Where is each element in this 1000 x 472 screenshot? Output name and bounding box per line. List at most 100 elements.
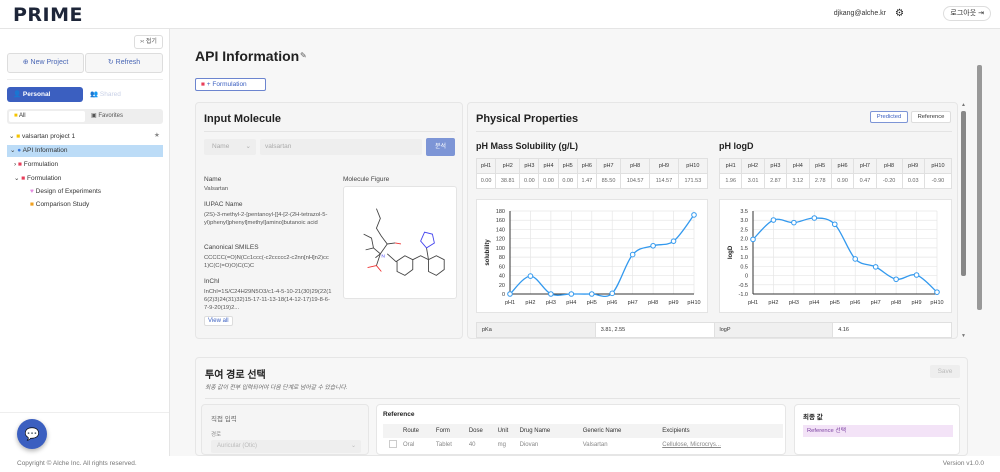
scroll-down-icon[interactable]: ▼ [961,333,966,339]
search-type-select[interactable]: Name ⌄ [204,139,256,155]
route-select[interactable]: Auricular (Otic) ⌄ [211,440,361,453]
data-point [770,217,777,223]
y-tick-label: 100 [496,246,505,252]
final-value-card: 최종 값 Reference 선택 [794,404,960,455]
y-tick-label: 40 [499,274,505,280]
gear-icon[interactable]: ⚙ [895,8,904,19]
data-point [872,264,879,270]
scrollbar-thumb[interactable] [961,111,966,276]
section-subtitle: 최종 값이 전부 입력되어야 다음 단계로 넘어갈 수 있습니다. [205,385,348,391]
divider [7,79,163,80]
tree-item-formulation[interactable]: ⌄ ■ Formulation [14,175,62,182]
column-header: pH5 [808,158,832,174]
tree-item-formulation[interactable]: › ■ Formulation [14,161,59,168]
cell-value: 40 [468,442,476,448]
logout-label: 로그아웃 [950,10,977,17]
data-point [629,251,636,258]
molecule-figure: N [343,186,457,299]
data-point [527,273,534,279]
cell-value: Diovan [519,442,539,448]
column-header: pH1 [475,158,497,174]
column-header: Form [435,424,469,438]
table-row: 1.96 3.01 2.87 3.12 2.78 0.90 0.47 -0.20 0.03 -0.… [718,173,953,189]
y-tick-label: 0 [745,274,748,280]
pka-logp-table: pKa 3.81, 2.55 logP 4.16 [476,322,952,338]
folder-icon: ■ [14,113,18,119]
route-label: 경로 [211,432,222,438]
new-project-button[interactable]: ⊕ New Project [7,53,84,73]
filter-favorites[interactable]: ▣ Favorites [91,113,124,119]
cell-value: 2.87 [763,173,788,189]
view-all-button[interactable]: View all [204,316,233,326]
reference-toggle[interactable]: Reference [911,111,951,123]
tab-shared[interactable]: 👥 Shared [90,91,121,98]
x-tick-label: pH5 [587,300,597,306]
edit-icon[interactable]: ✎ [300,51,307,60]
logp-label: logP [713,322,834,338]
data-point [791,219,797,226]
top-header: PRIME djkang@alche.kr ⚙ 로그아웃 ⇥ [0,0,1000,29]
x-tick-label: pH3 [789,300,799,306]
prime-logo[interactable]: PRIME [13,4,84,26]
data-point [507,291,513,297]
y-tick-label: 160 [496,218,505,224]
filter-all[interactable]: ■ All [9,111,85,122]
x-tick-label: pH2 [768,300,778,306]
analyze-button[interactable]: 분석 [426,138,455,156]
y-tick-label: 0 [502,292,505,298]
page-title: API Information [195,48,300,64]
molecule-input[interactable]: valsartan [260,139,422,155]
chevron-down-icon: ⌄ [350,443,356,449]
cell-value: 1.47 [576,173,597,189]
column-header: pH2 [741,158,765,174]
save-button[interactable]: Save [930,365,960,378]
cell-value: Oral [403,442,415,448]
chat-button[interactable]: 💬 [17,419,47,449]
scrollbar[interactable]: ▲ ▼ [961,102,967,339]
data-point [811,215,818,221]
cell-value: -0.90 [923,173,953,189]
cell-value: 3.12 [786,173,810,189]
tree-item-comparison[interactable]: ■ Comparison Study [30,201,89,208]
column-header: Excipients [662,424,783,438]
table-row[interactable]: Oral Tablet 40 mg Diovan Valsartan Cellulose, … [383,438,783,452]
y-axis-label: logD [728,245,734,259]
reference-table: Route Form Dose Unit Drug Name Generic Name Ex… [383,424,783,452]
solubility-chart: 0 20 40 60 80 100 120 140 160 180 pH1 pH2 pH3 pH4 pH5 p… [476,199,708,313]
smiles-label: Canonical SMILES [204,244,259,251]
page-scrollbar-thumb[interactable] [977,65,982,310]
page-scrollbar[interactable] [976,37,983,447]
tree-item-api-information[interactable]: ⌄ ● API Information [7,145,163,157]
chat-icon: 💬 [24,427,40,441]
collapse-button[interactable]: ›‹ 접기 [134,35,163,49]
scroll-up-icon[interactable]: ▲ [961,102,966,108]
tree-item-doe[interactable]: ♥ Design of Experiments [30,188,101,195]
logout-button[interactable]: 로그아웃 ⇥ [943,6,991,21]
series-line [509,214,695,298]
version: Version v1.0.0 [942,460,984,467]
user-email: djkang@alche.kr [833,10,886,17]
tab-personal[interactable]: 👤 Personal [7,87,83,102]
filter-favorites-label: Favorites [98,113,124,119]
table-row: 0.00 38.81 0.00 0.00 0.00 1.47 85.50 104.57 114.… [475,173,709,189]
predicted-toggle[interactable]: Predicted [870,111,908,123]
add-formulation-button[interactable]: ■ + Formulation [195,78,266,91]
data-point [852,256,859,262]
column-header: pH4 [538,158,559,174]
column-header: pH8 [875,158,903,174]
cell-value: 3.01 [741,173,765,189]
cell-value: 1.96 [718,173,743,189]
star-icon[interactable]: ★ [154,132,160,139]
column-header: pH7 [595,158,622,174]
row-checkbox[interactable] [389,440,397,448]
card-title: 최종 값 [803,414,823,421]
solubility-title: pH Mass Solubility (g/L) [476,141,579,151]
tree-item-project[interactable]: ⌄ ■ valsartan project 1 [9,133,76,140]
logd-title: pH logD [719,141,754,151]
divider [476,131,952,132]
cell-value[interactable]: Cellulose, Microcrys... [662,442,721,448]
reference-select-badge[interactable]: Reference 선택 [803,425,953,437]
divider [205,398,960,399]
refresh-button[interactable]: ↻ Refresh [85,53,163,73]
cell-value: 104.57 [620,173,651,189]
